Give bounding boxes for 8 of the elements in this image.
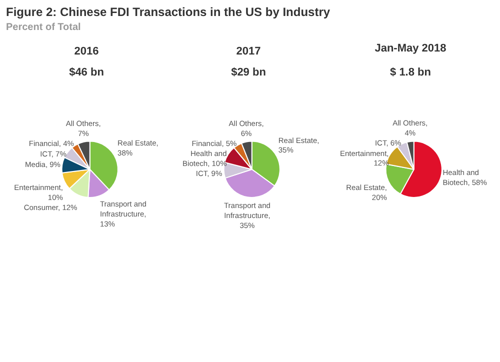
- chart-title: Jan-May 2018: [374, 42, 446, 55]
- chart-title: 2016: [74, 46, 99, 58]
- chart-subtitle: $29 bn: [231, 66, 266, 79]
- text: Percent of Total: [6, 21, 81, 36]
- chart-subtitle: $46 bn: [69, 66, 104, 79]
- chart-subtitle: $ 1.8 bn: [390, 66, 432, 79]
- chart-title: 2017: [236, 46, 261, 58]
- caption: Figure 2: Chinese FDI Transactions in the US by Industry: [6, 4, 330, 21]
